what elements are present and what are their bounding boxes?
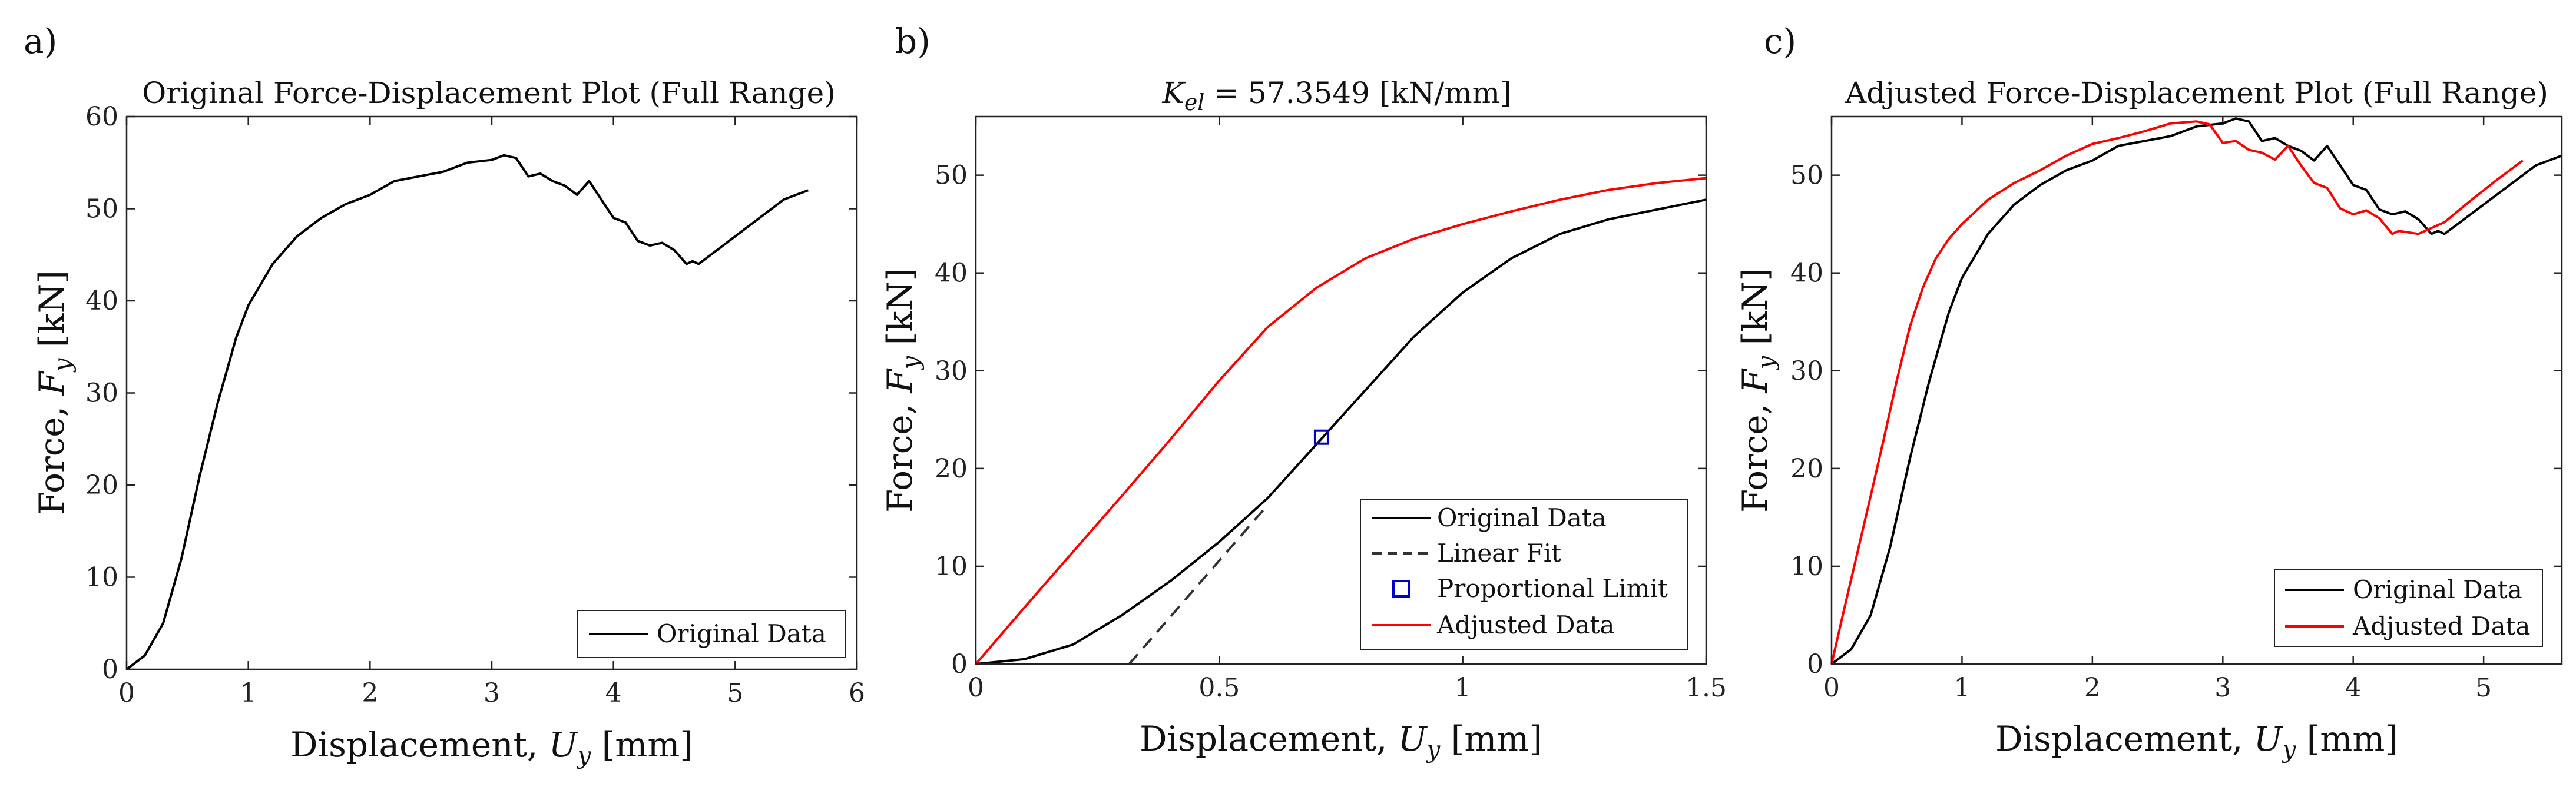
- panel-c-ylabel: Force, Fy [kN]: [1735, 268, 1780, 513]
- panel-c-legend-label-original: Original Data: [2353, 575, 2522, 604]
- panel-b-ytick-label-1: 10: [935, 552, 968, 582]
- panel-c-letter: c): [1764, 21, 1796, 61]
- panel-c-xtick-label-3: 3: [2214, 673, 2231, 703]
- panel-b-xtick-label-3: 1.5: [1686, 673, 1727, 703]
- panel-c: c) Adjusted Force-Displacement Plot (Ful…: [1735, 21, 2563, 764]
- panel-a-legend-label-original: Original Data: [657, 619, 826, 648]
- panel-c-xtick-label-4: 4: [2345, 673, 2362, 703]
- panel-b-ytick-label-2: 20: [935, 454, 968, 484]
- panel-a-letter: a): [24, 21, 57, 61]
- panel-c-xtick-label-0: 0: [1823, 673, 1840, 703]
- panel-c-axes-frame: [1830, 115, 2563, 665]
- panel-b-legend-label-linear-fit: Linear Fit: [1437, 539, 1561, 567]
- panel-a-ytick-label-4: 40: [85, 286, 118, 316]
- panel-c-ytick-label-4: 40: [1790, 258, 1823, 288]
- panel-c-xtick-label-5: 5: [2475, 673, 2492, 703]
- panel-b-ytick-label-5: 50: [935, 161, 968, 191]
- panel-a: a) Original Force-Displacement Plot (Ful…: [24, 21, 865, 769]
- panel-b-legend-label-proportional-limit: Proportional Limit: [1437, 574, 1668, 603]
- panel-a-xtick-label-5: 5: [727, 678, 743, 708]
- panel-a-xtick-label-2: 2: [362, 678, 378, 708]
- panel-a-ytick-label-6: 60: [85, 102, 118, 132]
- panel-c-xtick-label-1: 1: [1953, 673, 1970, 703]
- panel-b-series-original-data: [975, 198, 1707, 665]
- panel-b-series-proportional-limit-marker-0: [1313, 429, 1329, 445]
- panel-a-ylabel: Force, Fy [kN]: [32, 270, 77, 515]
- panel-b-series-adjusted-data: [975, 177, 1707, 665]
- panel-a-xtick-label-0: 0: [118, 678, 135, 708]
- panel-b-legend-swatch-proportional-limit: [1392, 580, 1410, 598]
- panel-b-series-linear-fit: [1128, 503, 1269, 665]
- panel-a-series-original-data: [125, 154, 809, 670]
- panel-a-ytick-label-3: 30: [85, 379, 118, 409]
- panel-b-legend: Original Data Linear Fit Proportional Li…: [1360, 499, 1688, 650]
- panel-b-title: Kel = 57.3549 [kN/mm]: [1161, 76, 1511, 115]
- panel-c-ytick-label-0: 0: [1807, 649, 1823, 679]
- panel-b-letter: b): [895, 21, 931, 61]
- panel-c-ytick-label-2: 20: [1790, 454, 1823, 484]
- panel-c-ytick-label-1: 10: [1790, 552, 1823, 582]
- panel-a-ytick-label-5: 50: [85, 194, 118, 224]
- panel-b-ylabel: Force, Fy [kN]: [880, 268, 925, 513]
- panel-a-ytick-label-2: 20: [85, 470, 118, 500]
- panel-c-ytick-label-5: 50: [1790, 161, 1823, 191]
- panel-c-xtick-label-2: 2: [2084, 673, 2101, 703]
- panel-b-ytick-label-0: 0: [951, 649, 968, 679]
- panel-c-xlabel: Displacement, Uy [mm]: [1995, 719, 2398, 764]
- panel-c-series-adjusted-data: [1830, 120, 2524, 665]
- panel-c-series-original-data: [1830, 117, 2562, 665]
- panel-c-legend-box: [2274, 569, 2543, 647]
- panel-b-xtick-label-1: 0.5: [1198, 673, 1240, 703]
- panel-a-xtick-label-1: 1: [240, 678, 257, 708]
- panel-c-legend-label-adjusted: Adjusted Data: [2352, 612, 2530, 640]
- panel-b-xlabel: Displacement, Uy [mm]: [1140, 719, 1542, 764]
- panel-a-xlabel: Displacement, Uy [mm]: [290, 725, 693, 769]
- panel-a-title: Original Force-Displacement Plot (Full R…: [142, 76, 835, 110]
- panel-b-xtick-label-2: 1: [1455, 673, 1471, 703]
- panel-c-ytick-label-3: 30: [1790, 356, 1823, 386]
- panel-b-axes-frame: [975, 115, 1707, 665]
- panel-c-legend: Original Data Adjusted Data: [2274, 569, 2543, 647]
- panel-a-legend: Original Data: [577, 610, 846, 658]
- panel-a-axes-frame: [125, 115, 858, 670]
- panel-a-ytick-label-1: 10: [85, 563, 118, 593]
- panel-a-ytick-label-0: 0: [102, 655, 118, 685]
- panel-b-legend-label-original: Original Data: [1437, 503, 1607, 532]
- panel-a-xtick-label-6: 6: [849, 678, 865, 708]
- panel-b-ytick-label-3: 30: [935, 356, 968, 386]
- panel-b-ytick-label-4: 40: [935, 258, 968, 288]
- panel-c-title: Adjusted Force-Displacement Plot (Full R…: [1845, 76, 2548, 110]
- panel-b-xtick-label-0: 0: [968, 673, 984, 703]
- panel-b-legend-label-adjusted: Adjusted Data: [1436, 610, 1614, 639]
- panel-a-xtick-label-3: 3: [484, 678, 500, 708]
- panel-a-xtick-label-4: 4: [605, 678, 622, 708]
- panel-b: b) Kel = 57.3549 [kN/mm] 0 0.5 1 1.5 0 10 20 3…: [880, 21, 1727, 764]
